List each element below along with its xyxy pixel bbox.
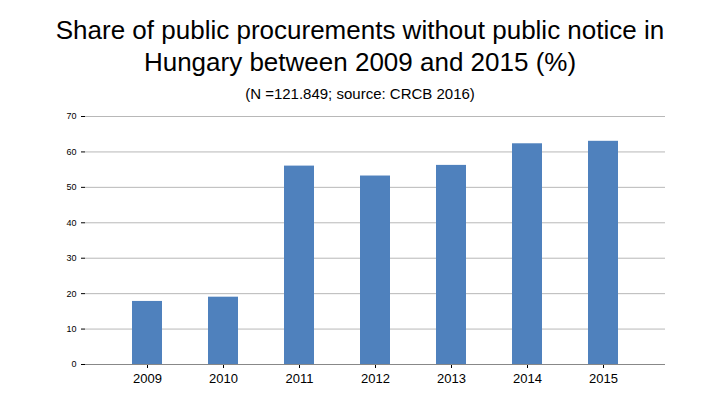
svg-text:2009: 2009 bbox=[133, 371, 162, 386]
html-text:(N =121.849; source: CRCB 2016: (N =121.849; source: CRCB 2016) bbox=[245, 85, 475, 102]
html-text:Share of public procurements w: Share of public procurements without pub… bbox=[55, 15, 665, 77]
svg-text:40: 40 bbox=[66, 218, 76, 228]
svg-text:2014: 2014 bbox=[513, 371, 542, 386]
svg-text:2011: 2011 bbox=[286, 371, 314, 386]
svg-text:50: 50 bbox=[66, 182, 76, 192]
svg-text:10: 10 bbox=[66, 324, 76, 334]
svg-text:2013: 2013 bbox=[437, 371, 466, 386]
svg-text:2015: 2015 bbox=[589, 371, 618, 386]
svg-text:20: 20 bbox=[66, 289, 76, 299]
svg-text:0: 0 bbox=[71, 359, 76, 369]
svg-text:2010: 2010 bbox=[209, 371, 238, 386]
svg-text:30: 30 bbox=[66, 253, 76, 263]
svg-text:60: 60 bbox=[66, 147, 76, 157]
svg-text:2012: 2012 bbox=[361, 371, 390, 386]
svg-text:70: 70 bbox=[66, 111, 76, 121]
